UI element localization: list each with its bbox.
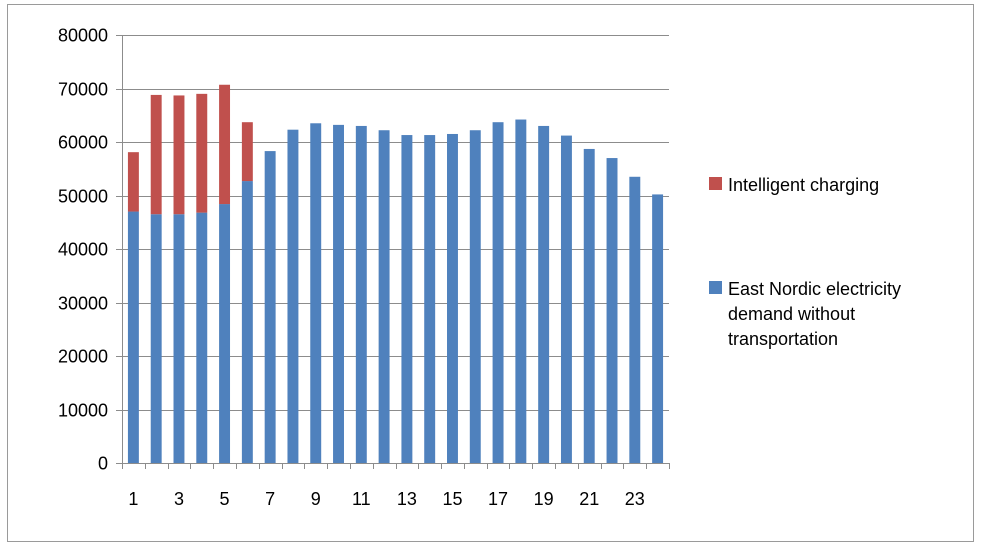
bar-demand (173, 214, 185, 463)
bar-demand (241, 181, 253, 463)
legend: Intelligent charging East Nordic electric… (709, 175, 901, 349)
y-axis-tick-labels: 0 10000 20000 30000 40000 50000 60000 70000 8000… (58, 26, 108, 474)
y-tick-label: 60000 (58, 133, 108, 153)
bar-demand (219, 204, 231, 463)
y-tick-label: 80000 (58, 26, 108, 46)
x-tick-label: 19 (534, 489, 554, 509)
bar-demand (560, 135, 572, 463)
y-tick-label: 0 (98, 454, 108, 474)
bar-demand (583, 148, 595, 463)
legend-label: Intelligent charging (728, 175, 879, 195)
y-tick-label: 50000 (58, 187, 108, 207)
legend-swatch-intelligent-charging (709, 177, 722, 190)
bar-intelligent-charging (127, 152, 139, 212)
bar-demand (287, 129, 299, 463)
x-tick-label: 21 (579, 489, 599, 509)
x-tick-label: 1 (128, 489, 138, 509)
gridlines (122, 35, 669, 411)
x-tick-label: 23 (625, 489, 645, 509)
y-tick-label: 40000 (58, 240, 108, 260)
bar-demand (310, 123, 322, 463)
legend-label: transportation (728, 329, 838, 349)
legend-label: demand without (728, 304, 855, 324)
bar-demand (378, 130, 390, 463)
legend-label: East Nordic electricity (728, 279, 901, 299)
x-tick-label: 13 (397, 489, 417, 509)
y-tick-label: 20000 (58, 347, 108, 367)
x-tick-label: 3 (174, 489, 184, 509)
bar-demand (127, 211, 139, 463)
axes (116, 35, 670, 469)
bar-demand (401, 135, 413, 464)
bar-demand (196, 212, 208, 463)
bar-intelligent-charging (173, 95, 185, 215)
bar-demand (355, 125, 367, 463)
bar-demand (150, 214, 162, 463)
x-tick-label: 15 (442, 489, 462, 509)
x-tick-label: 7 (265, 489, 275, 509)
bar-demand (652, 194, 664, 463)
bar-demand (515, 119, 527, 463)
y-tick-label: 70000 (58, 80, 108, 100)
bar-intelligent-charging (241, 122, 253, 182)
bar-demand (447, 133, 458, 463)
bar-chart: 0 10000 20000 30000 40000 50000 60000 70000 8000… (58, 26, 901, 510)
bar-demand (264, 151, 276, 463)
bar-demand (492, 122, 504, 463)
bar-demand (333, 124, 344, 463)
x-tick-label: 17 (488, 489, 508, 509)
x-axis-tick-labels: 1 3 5 7 9 11 13 15 17 19 21 23 (128, 489, 644, 509)
bar-demand (606, 158, 618, 464)
chart-area: 0 10000 20000 30000 40000 50000 60000 70000 8000… (7, 4, 974, 542)
bar-demand (469, 130, 481, 463)
bar-demand (629, 176, 641, 463)
bars (127, 84, 664, 464)
x-tick-label: 5 (220, 489, 230, 509)
bar-intelligent-charging (150, 94, 162, 215)
x-tick-label: 11 (352, 489, 371, 509)
bar-intelligent-charging (196, 93, 208, 213)
y-tick-label: 30000 (58, 294, 108, 314)
y-tick-label: 10000 (58, 401, 108, 421)
x-tick-label: 9 (311, 489, 321, 509)
legend-swatch-demand (709, 281, 722, 294)
bar-demand (538, 125, 550, 463)
bar-demand (424, 135, 436, 464)
bar-intelligent-charging (219, 84, 231, 205)
